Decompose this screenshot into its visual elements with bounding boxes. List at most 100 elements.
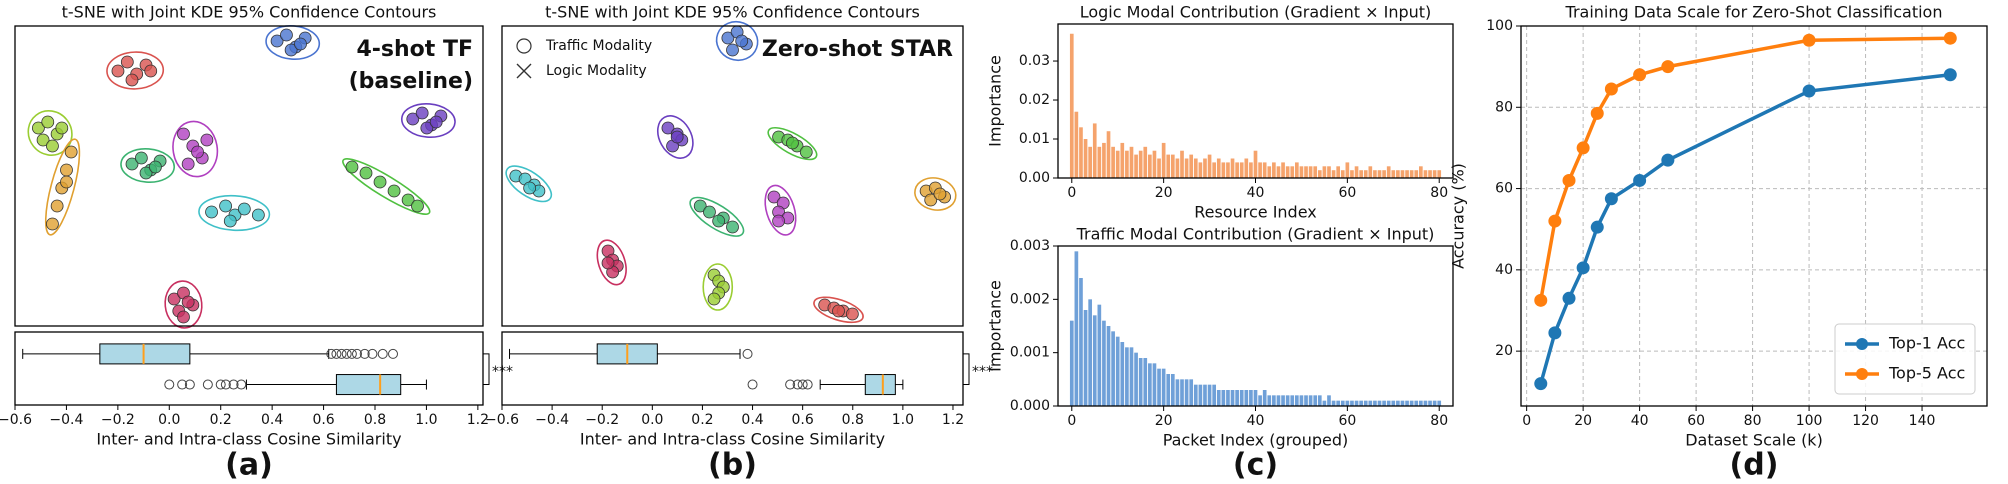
point bbox=[1534, 293, 1548, 307]
plot-frame bbox=[1520, 25, 1988, 407]
point bbox=[134, 151, 148, 165]
bar bbox=[1299, 395, 1304, 406]
bar bbox=[1230, 390, 1235, 406]
box bbox=[99, 343, 191, 365]
bar bbox=[1184, 158, 1189, 178]
kde-contour bbox=[689, 196, 745, 237]
bar bbox=[1386, 400, 1391, 406]
x-tick-label: 1.2 bbox=[942, 412, 964, 428]
point bbox=[1590, 220, 1604, 234]
flier bbox=[802, 379, 813, 390]
point bbox=[280, 28, 293, 42]
bar bbox=[1253, 150, 1258, 178]
bar bbox=[1432, 400, 1437, 406]
chart-title: Training Data Scale for Zero-Shot Classi… bbox=[1565, 3, 1943, 22]
y-tick-label: 0.002 bbox=[1010, 291, 1050, 307]
bar bbox=[1203, 384, 1207, 406]
bar bbox=[1340, 170, 1345, 178]
bar bbox=[1184, 379, 1189, 406]
bar bbox=[1272, 395, 1276, 406]
bar bbox=[1148, 363, 1152, 406]
bar bbox=[1161, 368, 1166, 406]
point bbox=[772, 214, 785, 228]
x-tick-label: 0.6 bbox=[792, 412, 814, 428]
x-axis-label: Packet Index (grouped) bbox=[1163, 431, 1349, 450]
kde-contour bbox=[764, 184, 797, 236]
x-axis-label: Resource Index bbox=[1194, 203, 1317, 222]
y-tick-label: 0.03 bbox=[1019, 53, 1050, 69]
bar bbox=[1345, 162, 1350, 178]
point bbox=[167, 292, 181, 306]
bar bbox=[1419, 400, 1423, 406]
point bbox=[767, 190, 781, 204]
x-axis-label: Inter- and Intra-class Cosine Similarity bbox=[580, 430, 885, 449]
flier bbox=[228, 379, 239, 390]
annotation: (baseline) bbox=[349, 69, 473, 94]
point bbox=[726, 220, 739, 234]
bar bbox=[1308, 395, 1313, 406]
bar bbox=[1125, 347, 1129, 406]
bar bbox=[1175, 379, 1180, 406]
flier bbox=[785, 379, 796, 390]
kde-contour bbox=[342, 158, 431, 215]
bar bbox=[1267, 166, 1272, 178]
point bbox=[735, 34, 749, 48]
point bbox=[373, 175, 387, 189]
bar bbox=[1345, 400, 1350, 406]
point bbox=[139, 166, 153, 180]
point bbox=[191, 145, 204, 159]
bar bbox=[1290, 166, 1295, 178]
bar bbox=[1074, 111, 1079, 178]
bar bbox=[1295, 162, 1299, 178]
bar bbox=[1175, 158, 1180, 178]
bar bbox=[1331, 400, 1336, 406]
flier bbox=[202, 379, 213, 390]
panel-label: (c) bbox=[1233, 448, 1278, 483]
bar bbox=[1152, 150, 1157, 178]
significance-label: *** bbox=[972, 364, 993, 380]
point bbox=[401, 193, 415, 207]
bar bbox=[1304, 166, 1308, 178]
series-line bbox=[1539, 36, 1951, 301]
plot-frame bbox=[501, 331, 964, 406]
bar bbox=[1074, 251, 1079, 406]
flier bbox=[236, 379, 247, 390]
flier bbox=[359, 348, 370, 359]
point bbox=[415, 106, 429, 120]
x-tick-label: 80 bbox=[1744, 413, 1762, 429]
point bbox=[1802, 33, 1816, 47]
point bbox=[181, 295, 195, 309]
point bbox=[200, 133, 214, 147]
plot-frame bbox=[14, 25, 484, 327]
bar bbox=[1409, 170, 1414, 178]
bar bbox=[1354, 400, 1359, 406]
point bbox=[120, 55, 134, 69]
point bbox=[144, 64, 158, 78]
point bbox=[387, 184, 401, 198]
bar bbox=[1170, 154, 1175, 178]
bar bbox=[1120, 342, 1125, 406]
point bbox=[237, 202, 251, 216]
bar bbox=[1414, 170, 1419, 178]
bar bbox=[1382, 400, 1386, 406]
y-tick-label: 0.003 bbox=[1010, 238, 1050, 254]
flier bbox=[346, 348, 357, 359]
bar bbox=[1166, 374, 1171, 406]
point bbox=[1590, 106, 1604, 120]
bar bbox=[1138, 150, 1143, 178]
x-tick-label: −0.6 bbox=[485, 412, 519, 428]
flier bbox=[184, 379, 195, 390]
flier bbox=[797, 379, 808, 390]
x-tick-label: 0.4 bbox=[741, 412, 763, 428]
bar bbox=[1317, 170, 1322, 178]
kde-contour bbox=[120, 148, 176, 183]
bar bbox=[1216, 390, 1221, 406]
bar bbox=[1386, 166, 1391, 178]
bar bbox=[1092, 123, 1097, 178]
point bbox=[1548, 214, 1562, 228]
bar bbox=[1363, 400, 1368, 406]
point bbox=[786, 136, 799, 150]
bar bbox=[1373, 400, 1377, 406]
kde-contour bbox=[813, 296, 864, 324]
bar bbox=[1340, 400, 1345, 406]
